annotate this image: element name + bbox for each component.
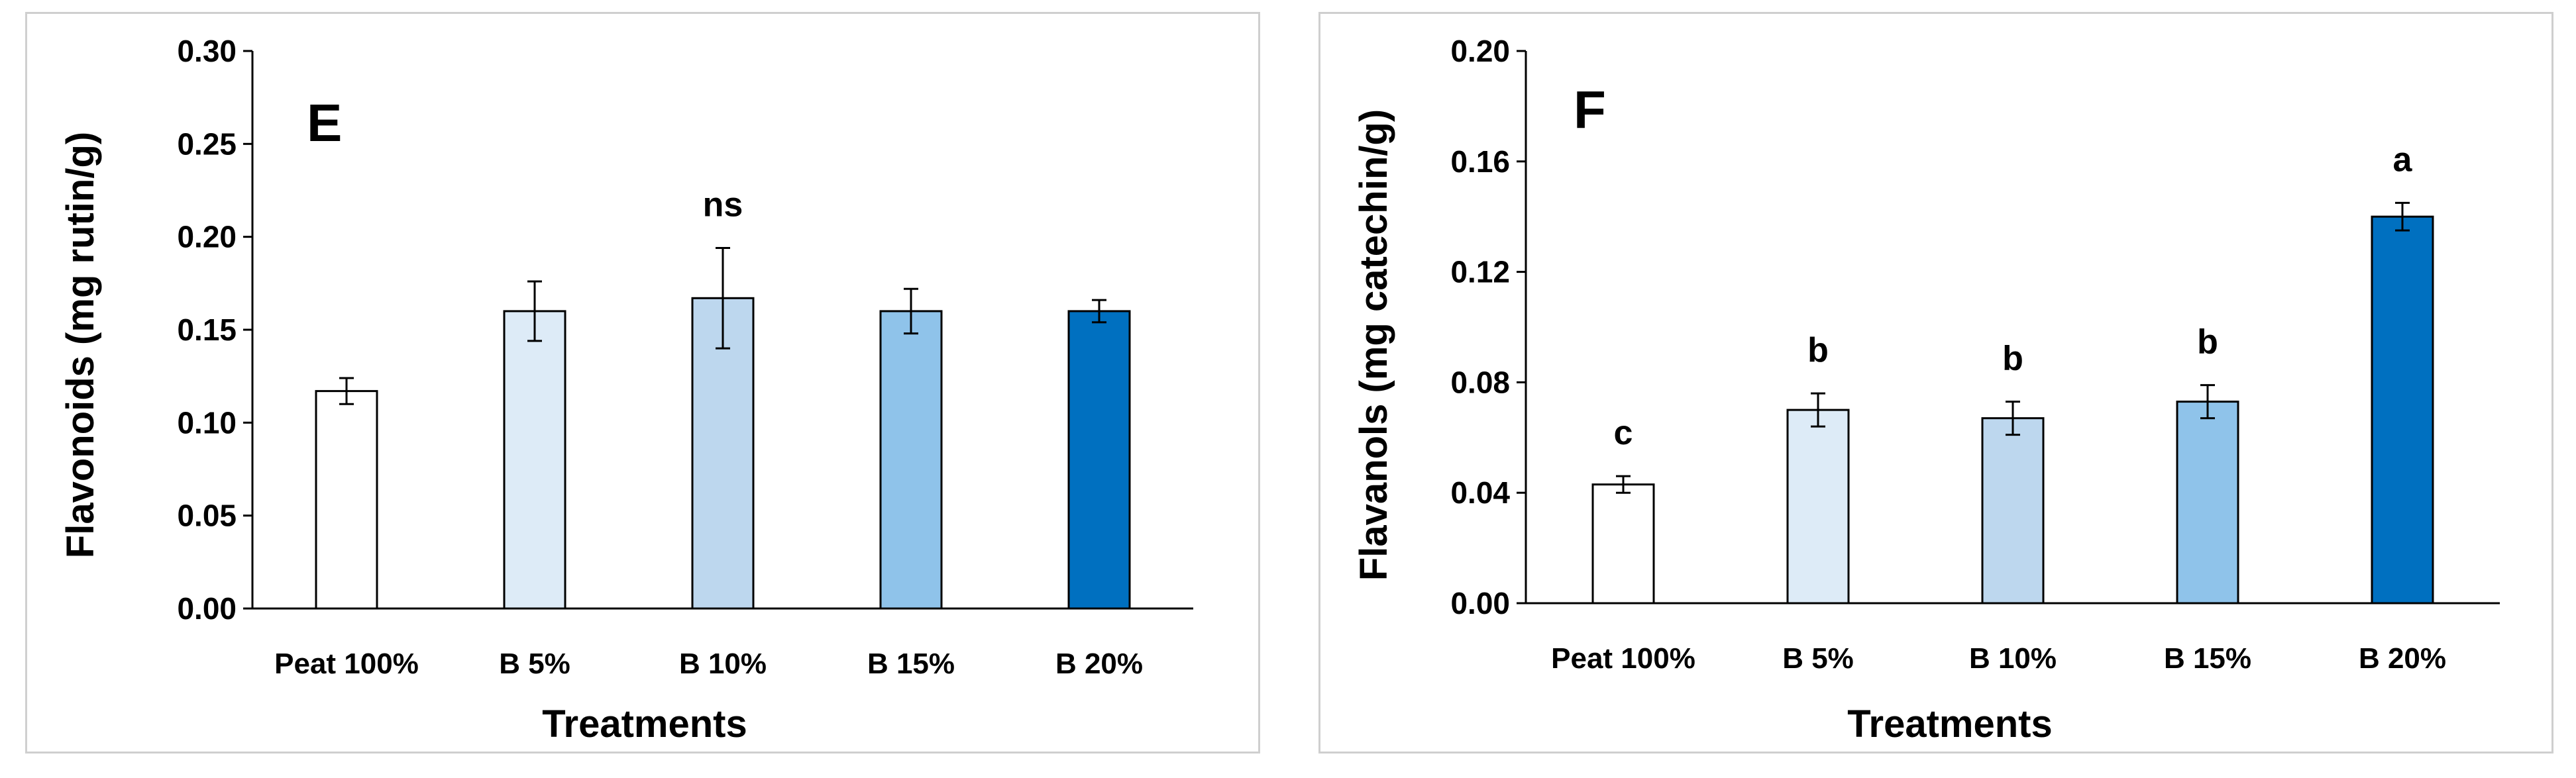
panel-label: E xyxy=(307,93,342,152)
y-tick-label: 0.05 xyxy=(177,499,237,533)
y-tick-label: 0.20 xyxy=(1450,34,1510,68)
x-tick-label: B 10% xyxy=(679,648,767,680)
bar xyxy=(1786,409,1850,605)
y-axis-title: Flavonoids (mg rutin/g) xyxy=(59,132,102,558)
bar xyxy=(1067,310,1131,610)
y-tick-label: 0.16 xyxy=(1450,144,1510,179)
y-tick-label: 0.25 xyxy=(177,126,237,161)
y-tick-label: 0.04 xyxy=(1450,475,1510,510)
bar xyxy=(503,310,566,610)
chart-panel-f: F Treatments Flavanols (mg catechin/g) 0… xyxy=(1318,12,2553,754)
y-axis-title: Flavanols (mg catechin/g) xyxy=(1352,109,1395,581)
significance-label: b xyxy=(2197,323,2218,362)
chart-e-svg: E Treatments Flavonoids (mg rutin/g) 0.0… xyxy=(59,34,1193,746)
chart-f-svg: F Treatments Flavanols (mg catechin/g) 0… xyxy=(1352,34,2500,746)
bar xyxy=(2371,215,2434,605)
x-tick-label: B 10% xyxy=(1969,642,2057,675)
y-tick-label: 0.30 xyxy=(177,34,237,68)
x-tick-label: Peat 100% xyxy=(1551,642,1695,675)
x-tick-label: B 15% xyxy=(2164,642,2251,675)
bar xyxy=(691,297,755,610)
bar xyxy=(2176,401,2239,605)
x-axis-title: Treatments xyxy=(542,703,747,746)
significance-label: b xyxy=(2002,340,2023,378)
bar xyxy=(1981,417,2045,605)
significance-label: c xyxy=(1614,414,1633,452)
panel-label: F xyxy=(1574,80,1606,139)
bar xyxy=(1591,483,1655,605)
significance-label: ns xyxy=(703,186,743,224)
x-tick-label: B 5% xyxy=(499,648,570,680)
y-tick-label: 0.00 xyxy=(177,591,237,626)
x-axis-title: Treatments xyxy=(1847,703,2052,746)
x-tick-label: B 15% xyxy=(867,648,955,680)
chart-panel-e: E Treatments Flavonoids (mg rutin/g) 0.0… xyxy=(25,12,1260,754)
x-tick-label: B 5% xyxy=(1782,642,1854,675)
y-tick-label: 0.12 xyxy=(1450,255,1510,289)
x-tick-label: B 20% xyxy=(2359,642,2446,675)
y-tick-label: 0.10 xyxy=(177,405,237,440)
bar xyxy=(879,310,943,610)
bar xyxy=(315,390,378,610)
y-tick-label: 0.20 xyxy=(177,220,237,254)
significance-label: b xyxy=(1807,331,1829,369)
x-tick-label: Peat 100% xyxy=(274,648,419,680)
significance-label: a xyxy=(2393,140,2413,179)
y-tick-label: 0.08 xyxy=(1450,365,1510,399)
y-tick-label: 0.15 xyxy=(177,313,237,347)
x-tick-label: B 20% xyxy=(1055,648,1143,680)
y-tick-label: 0.00 xyxy=(1450,586,1510,620)
